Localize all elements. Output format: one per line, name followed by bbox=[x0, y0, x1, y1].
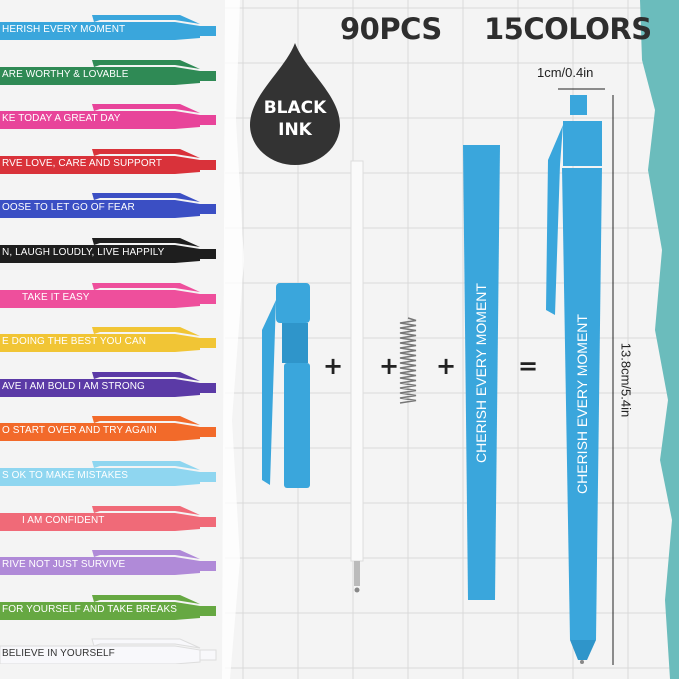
pen-item: FOR YOURSELF AND TAKE BREAKS bbox=[0, 590, 218, 620]
pen-body bbox=[0, 594, 216, 620]
pen-body bbox=[0, 282, 216, 308]
pen-slogan: HERISH EVERY MOMENT bbox=[2, 24, 126, 35]
pen-item: RIVE NOT JUST SURVIVE bbox=[0, 545, 218, 576]
ink-refill bbox=[350, 160, 364, 593]
pen-text-wrap: CHERISH EVERY MOMENT bbox=[562, 168, 602, 640]
pen-slogan: TAKE IT EASY bbox=[22, 291, 90, 303]
pen-item: E DOING THE BEST YOU CAN bbox=[0, 322, 218, 353]
pen-item: O START OVER AND TRY AGAIN bbox=[0, 411, 218, 442]
plus-sign-2: + bbox=[379, 352, 400, 380]
pen-body bbox=[0, 193, 216, 219]
pen-body bbox=[0, 638, 217, 665]
dimension-arrows bbox=[558, 88, 614, 665]
pen-text: CHERISH EVERY MOMENT bbox=[574, 314, 590, 494]
pen-slogan: KE TODAY A GREAT DAY bbox=[2, 113, 121, 125]
pen-slogan: S OK TO MAKE MISTAKES bbox=[2, 470, 129, 481]
pen-slogan: I AM CONFIDENT bbox=[22, 514, 105, 526]
pen-body bbox=[0, 238, 216, 263]
pen-item: KE TODAY A GREAT DAY bbox=[0, 99, 218, 130]
pen-body bbox=[0, 461, 216, 486]
pen-item: BELIEVE IN YOURSELF bbox=[0, 634, 218, 665]
quantity-label: 90PCS bbox=[340, 12, 442, 46]
pen-slogan: ARE WORTHY & LOVABLE bbox=[2, 68, 129, 80]
barrel-text: CHERISH EVERY MOMENT bbox=[473, 282, 489, 463]
ink-drop-icon bbox=[250, 43, 340, 165]
pen-slogan: AVE I AM BOLD I AM STRONG bbox=[2, 380, 145, 392]
ink-label-line1: BLACK bbox=[263, 98, 327, 118]
pen-body bbox=[0, 104, 216, 130]
ink-label-line2: INK bbox=[278, 120, 312, 140]
pen-slogan: E DOING THE BEST YOU CAN bbox=[2, 336, 147, 348]
pen-body bbox=[0, 416, 216, 442]
length-dimension: 13.8cm/5.4in bbox=[618, 342, 634, 418]
pen-body bbox=[0, 59, 216, 85]
colors-label: 15COLORS bbox=[484, 12, 652, 46]
pen-item: HERISH EVERY MOMENT bbox=[0, 10, 218, 40]
pen-item: TAKE IT EASY bbox=[0, 278, 218, 308]
plus-sign-1: + bbox=[323, 352, 344, 380]
pen-body bbox=[0, 371, 216, 397]
pen-body bbox=[0, 550, 216, 576]
pen-slogan: FOR YOURSELF AND TAKE BREAKS bbox=[2, 603, 178, 615]
pen-item: S OK TO MAKE MISTAKES bbox=[0, 456, 218, 486]
pen-item: N, LAUGH LOUDLY, LIVE HAPPILY bbox=[0, 233, 218, 263]
pen-body bbox=[0, 327, 216, 353]
pen-slogan: O START OVER AND TRY AGAIN bbox=[2, 425, 157, 437]
pen-item: AVE I AM BOLD I AM STRONG bbox=[0, 367, 218, 397]
pen-item: I AM CONFIDENT bbox=[0, 501, 218, 531]
plus-sign-3: + bbox=[436, 352, 457, 380]
pen-item: OOSE TO LET GO OF FEAR bbox=[0, 188, 218, 219]
pen-item: RVE LOVE, CARE AND SUPPORT bbox=[0, 144, 218, 174]
pen-barrel bbox=[463, 145, 500, 600]
barrel-text-wrap: CHERISH EVERY MOMENT bbox=[462, 145, 500, 600]
equals-sign: = bbox=[518, 352, 539, 380]
pen-slogan: RIVE NOT JUST SURVIVE bbox=[2, 559, 126, 571]
spring bbox=[399, 317, 417, 404]
assembled-pen bbox=[546, 95, 602, 664]
pen-clip-cap bbox=[262, 283, 310, 488]
pen-body bbox=[0, 505, 216, 531]
width-dimension: 1cm/0.4in bbox=[537, 65, 594, 80]
pen-slogan: OOSE TO LET GO OF FEAR bbox=[2, 202, 135, 214]
pen-body bbox=[0, 148, 216, 174]
pen-body bbox=[0, 15, 216, 40]
pen-item: ARE WORTHY & LOVABLE bbox=[0, 55, 218, 85]
pen-slogan: N, LAUGH LOUDLY, LIVE HAPPILY bbox=[2, 247, 165, 258]
pen-slogan: BELIEVE IN YOURSELF bbox=[2, 648, 115, 660]
pen-slogan: RVE LOVE, CARE AND SUPPORT bbox=[2, 157, 163, 169]
